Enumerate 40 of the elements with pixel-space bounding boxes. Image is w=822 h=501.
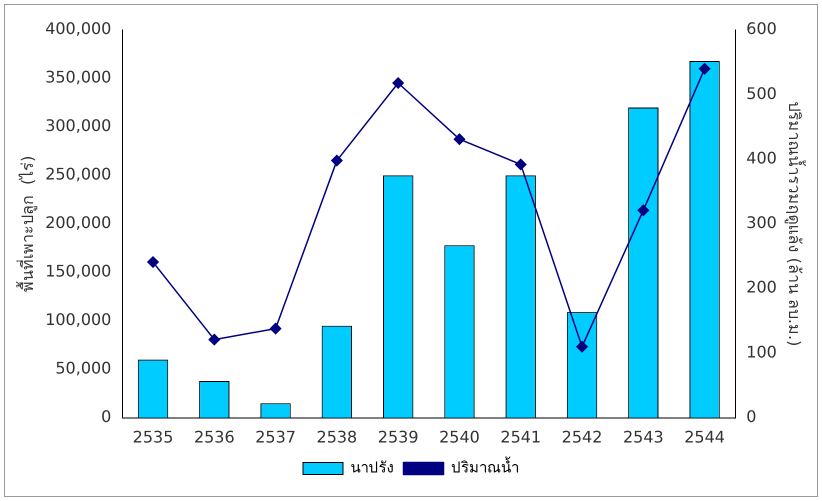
x-tick-label: 2544 (684, 428, 725, 447)
y2-axis-title: ปริมาณน้ำรวมฤดูแล้ง (ล้าน ลบ.ม.) (784, 101, 806, 346)
point (208, 334, 220, 346)
point (698, 63, 710, 75)
y-tick-label: 150,000 (45, 262, 112, 281)
y-tick-label: 0 (101, 406, 112, 426)
point (576, 340, 588, 352)
legend-label: ปริมาณน้ำ (451, 456, 519, 476)
point (454, 133, 466, 145)
x-tick-label: 2538 (316, 428, 358, 447)
y-axis-title: พื้นที่เพาะปลูก (ไร่) (16, 156, 38, 292)
point (147, 256, 159, 268)
y2-tick-label: 500 (746, 84, 777, 103)
y-tick-label: 300,000 (45, 116, 112, 136)
point (270, 322, 282, 334)
y-tick-label: 200,000 (45, 213, 112, 232)
legend-label: นาปรัง (350, 458, 394, 476)
y2-tick-label: 300 (746, 213, 777, 232)
x-tick-label: 2543 (622, 428, 664, 447)
point (514, 158, 526, 170)
y-tick-label: 100,000 (45, 310, 112, 330)
x-tick-label: 2536 (194, 428, 235, 447)
y2-tick-label: 200 (746, 278, 777, 297)
y2-tick-label: 600 (746, 19, 777, 38)
y-tick-label: 350,000 (45, 68, 112, 87)
point (638, 204, 650, 216)
y2-tick-label: 0 (746, 406, 756, 426)
x-tick-label: 2540 (439, 428, 480, 447)
x-tick-label: 2539 (378, 428, 419, 447)
y2-tick-label: 400 (746, 148, 777, 168)
y-tick-label: 400,000 (45, 19, 112, 38)
point (331, 154, 343, 166)
y-tick-label: 50,000 (55, 358, 112, 378)
y-tick-label: 250,000 (45, 164, 112, 184)
x-tick-label: 2537 (255, 428, 296, 447)
x-tick-label: 2535 (132, 428, 174, 447)
x-tick-label: 2541 (500, 428, 542, 447)
point (392, 77, 404, 89)
y2-tick-label: 100 (746, 342, 777, 362)
x-tick-label: 2542 (562, 428, 602, 447)
